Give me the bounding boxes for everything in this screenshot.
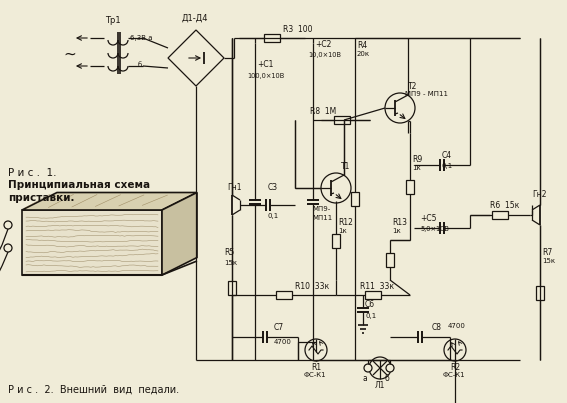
Circle shape — [444, 339, 466, 361]
Polygon shape — [168, 30, 224, 86]
Text: 20к: 20к — [357, 51, 370, 57]
Text: Р и с .  1.: Р и с . 1. — [8, 168, 57, 178]
Text: Гн1: Гн1 — [227, 183, 242, 192]
Circle shape — [4, 244, 12, 252]
Text: 0,1: 0,1 — [442, 163, 453, 169]
Text: R11  33к: R11 33к — [360, 282, 394, 291]
Bar — [333, 116, 349, 124]
Text: 1к: 1к — [338, 228, 347, 234]
Bar — [276, 291, 292, 299]
Text: Л1: Л1 — [375, 381, 386, 390]
Text: 10,0×10В: 10,0×10В — [308, 52, 341, 58]
Text: 5,0×10В: 5,0×10В — [420, 226, 449, 232]
Bar — [228, 280, 236, 295]
Bar — [264, 34, 280, 42]
Text: R10  33к: R10 33к — [295, 282, 329, 291]
Bar — [365, 291, 381, 299]
Text: Принципиальная схема: Принципиальная схема — [8, 180, 150, 190]
Text: приставки.: приставки. — [8, 193, 74, 203]
Text: R8  1М: R8 1М — [310, 107, 336, 116]
Bar — [406, 179, 414, 193]
Circle shape — [4, 221, 12, 229]
Text: R1: R1 — [311, 363, 321, 372]
Text: МП9-: МП9- — [312, 206, 330, 212]
Text: 6,3В а: 6,3В а — [130, 35, 153, 41]
Text: 15к: 15к — [542, 258, 555, 264]
Bar — [351, 192, 359, 206]
Text: +C2: +C2 — [315, 40, 331, 49]
Text: С6: С6 — [365, 300, 375, 309]
Text: Гн2: Гн2 — [532, 190, 547, 199]
Text: Р и с .  2.  Внешний  вид  педали.: Р и с . 2. Внешний вид педали. — [8, 385, 179, 395]
Text: R13: R13 — [392, 218, 407, 227]
Text: +С5: +С5 — [420, 214, 437, 223]
Bar — [332, 233, 340, 247]
Polygon shape — [162, 193, 197, 275]
Text: 1к: 1к — [412, 165, 421, 171]
Text: МП9 - МП11: МП9 - МП11 — [405, 91, 448, 97]
Text: б: б — [138, 62, 142, 68]
Text: С8: С8 — [432, 323, 442, 332]
Text: 1к: 1к — [392, 228, 401, 234]
Text: R2: R2 — [450, 363, 460, 372]
Circle shape — [386, 364, 394, 372]
Text: 100,0×10В: 100,0×10В — [247, 73, 284, 79]
Text: Т1: Т1 — [341, 162, 350, 171]
Bar — [386, 253, 394, 267]
Polygon shape — [22, 210, 162, 275]
Text: б: б — [384, 374, 390, 383]
Text: МП11: МП11 — [312, 215, 332, 221]
Polygon shape — [22, 193, 197, 210]
Circle shape — [385, 93, 415, 123]
Text: R4: R4 — [357, 41, 367, 50]
Text: С3: С3 — [268, 183, 278, 192]
Bar — [536, 285, 544, 299]
Text: Д1-Д4: Д1-Д4 — [182, 14, 209, 23]
Text: 15к: 15к — [224, 260, 237, 266]
Text: 0,1: 0,1 — [365, 313, 376, 319]
Text: +C1: +C1 — [257, 60, 273, 69]
Bar — [492, 211, 508, 219]
Circle shape — [369, 357, 391, 379]
Text: R9: R9 — [412, 155, 422, 164]
Text: R3  100: R3 100 — [283, 25, 312, 34]
Circle shape — [321, 173, 351, 203]
Text: R5: R5 — [224, 248, 234, 257]
Text: С7: С7 — [274, 323, 284, 332]
Text: 0,1: 0,1 — [268, 213, 280, 219]
Text: R7: R7 — [542, 248, 552, 257]
Text: Тр1: Тр1 — [105, 16, 121, 25]
Text: R12: R12 — [338, 218, 353, 227]
Text: ФС-К1: ФС-К1 — [443, 372, 466, 378]
Text: а: а — [363, 374, 367, 383]
Text: С4: С4 — [442, 151, 452, 160]
Text: Т2: Т2 — [408, 82, 417, 91]
Circle shape — [305, 339, 327, 361]
Circle shape — [364, 364, 372, 372]
Text: 4700: 4700 — [274, 339, 292, 345]
Text: R6  15к: R6 15к — [490, 201, 519, 210]
Text: ФС-К1: ФС-К1 — [304, 372, 327, 378]
Text: ~: ~ — [63, 47, 76, 62]
Text: 4700: 4700 — [448, 323, 466, 329]
